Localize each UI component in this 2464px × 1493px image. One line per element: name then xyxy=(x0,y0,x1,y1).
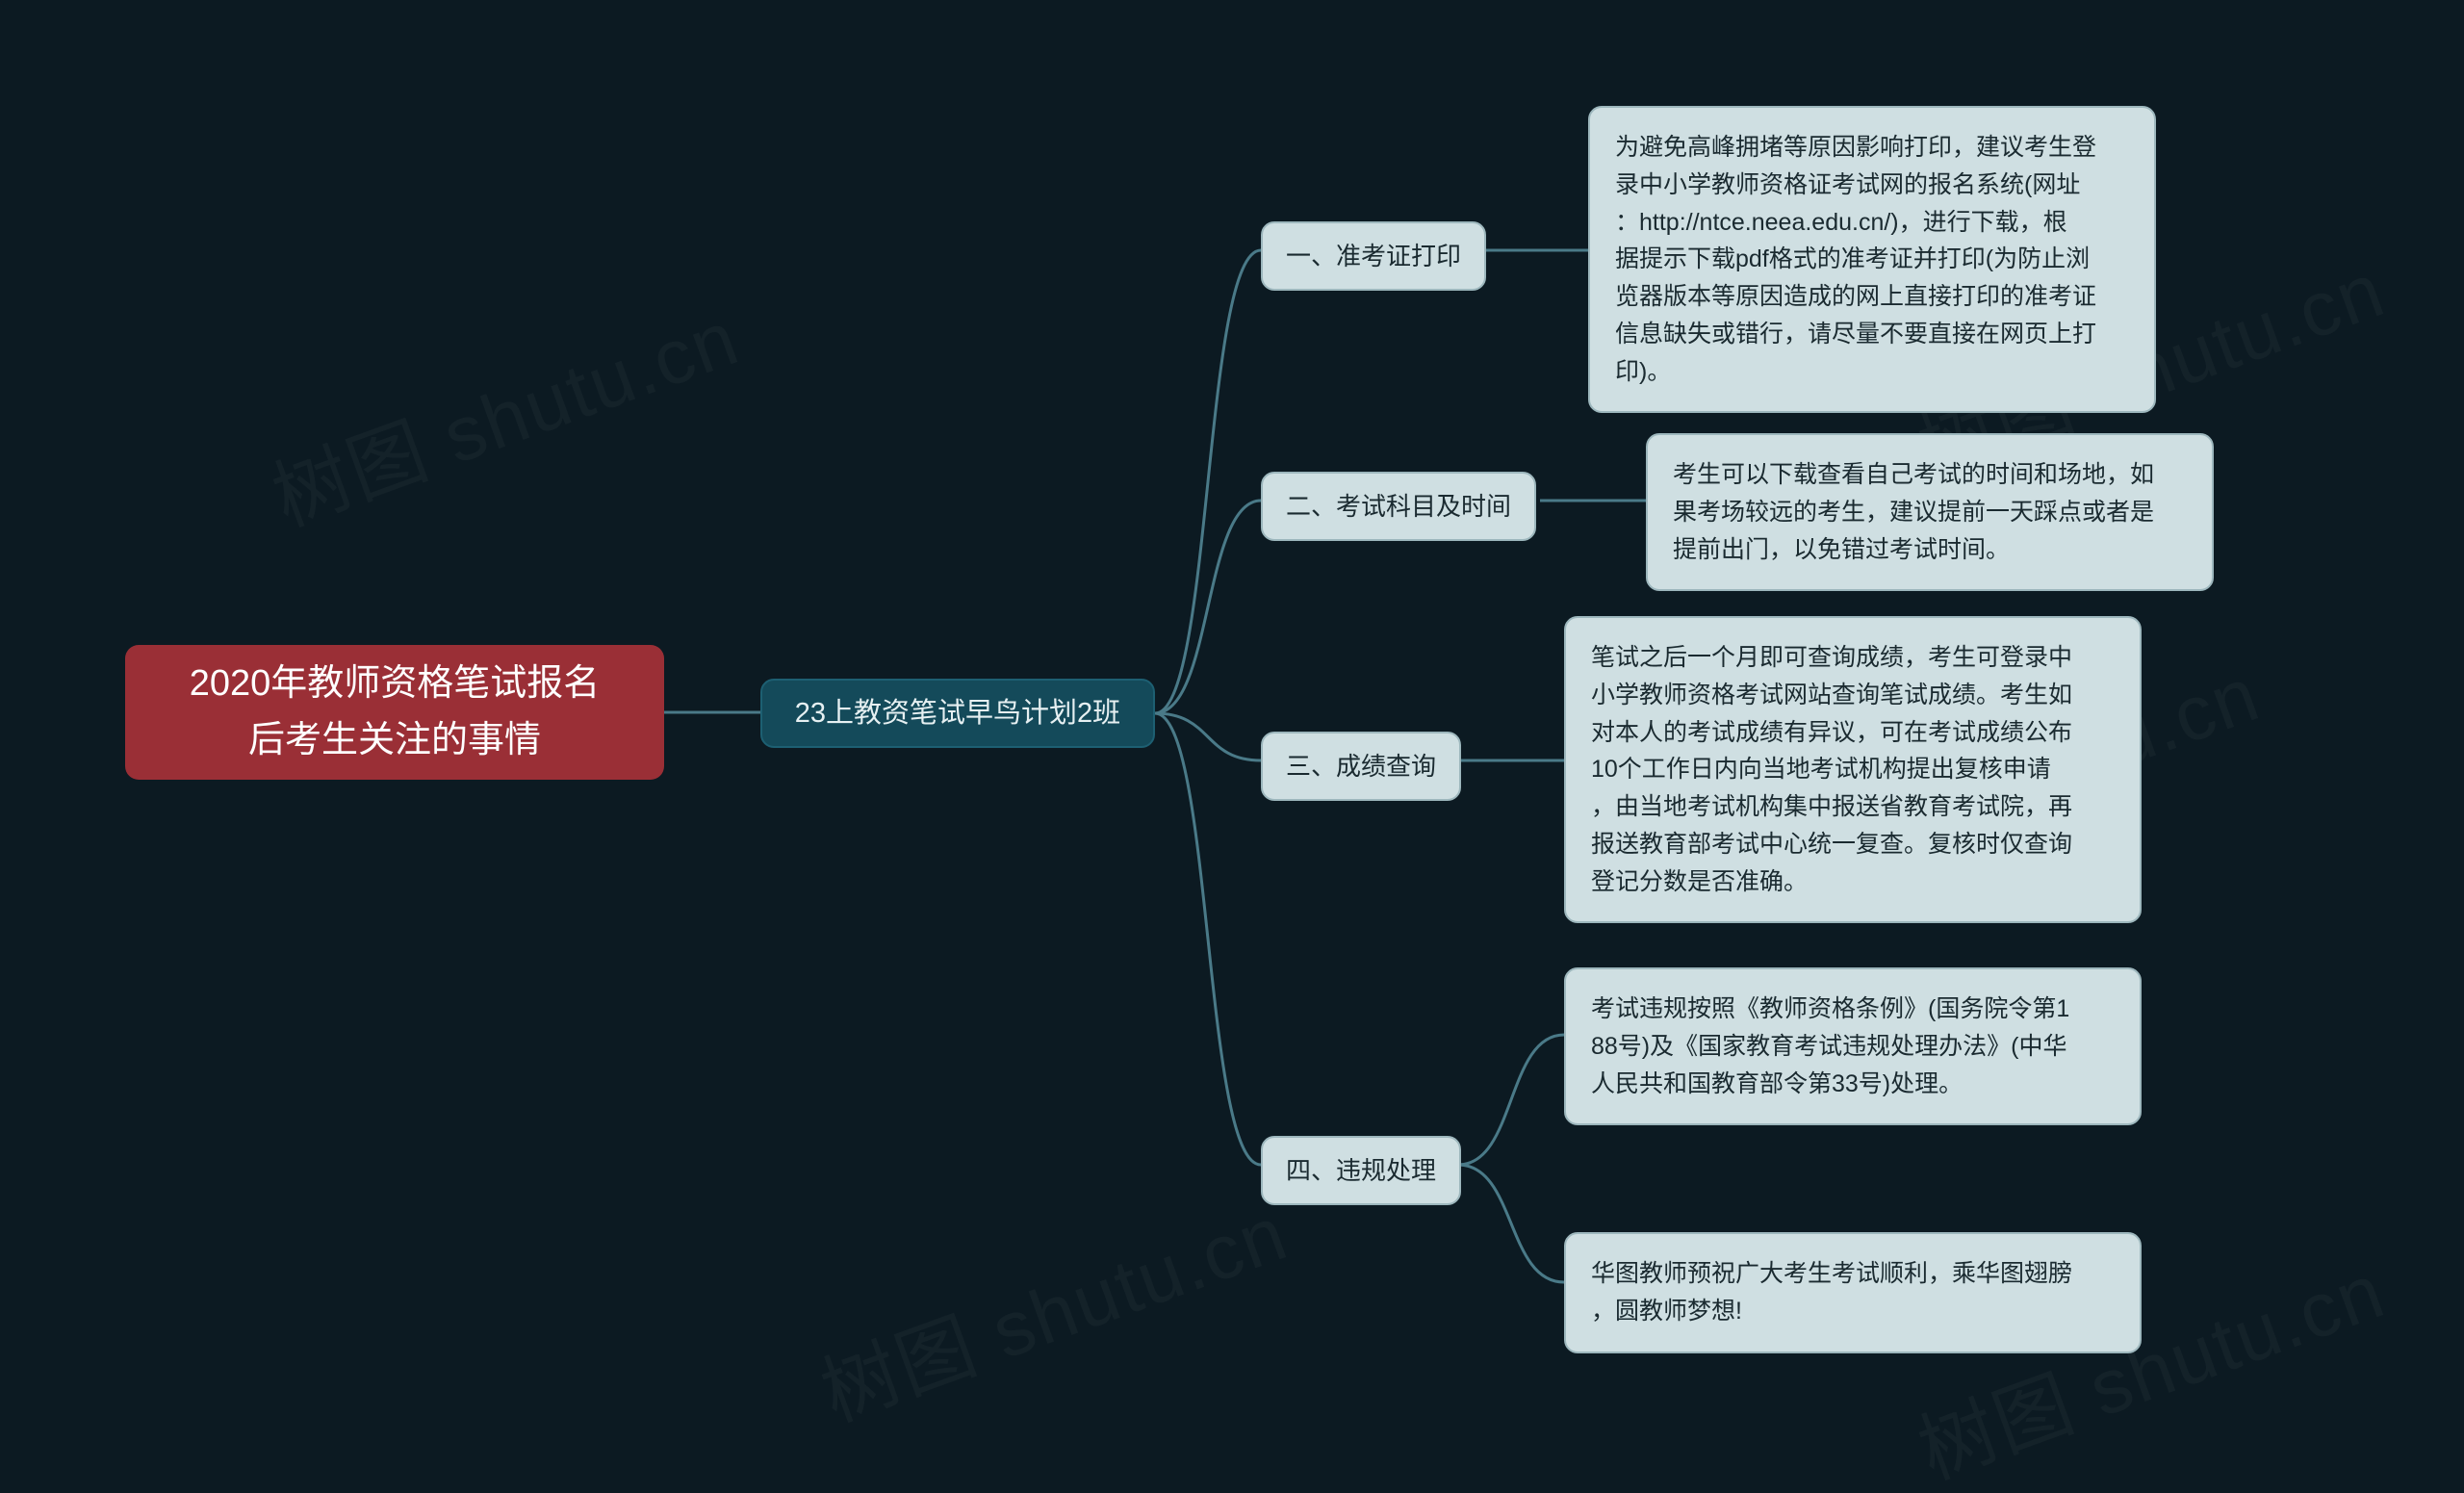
leaf-4-2: 华图教师预祝广大考生考试顺利，乘华图翅膀，圆教师梦想! xyxy=(1564,1232,2142,1353)
section-2: 二、考试科目及时间 xyxy=(1261,472,1536,541)
watermark: 树图 shutu.cn xyxy=(255,276,752,548)
leaf-1-1: 为避免高峰拥堵等原因影响打印，建议考生登录中小学教师资格证考试网的报名系统(网址… xyxy=(1588,106,2156,413)
mid-node: 23上教资笔试早鸟计划2班 xyxy=(760,679,1155,748)
section-4: 四、违规处理 xyxy=(1261,1136,1461,1205)
section-1: 一、准考证打印 xyxy=(1261,221,1486,291)
section-3: 三、成绩查询 xyxy=(1261,732,1461,801)
watermark: 树图 shutu.cn xyxy=(804,1171,1300,1443)
leaf-4-1: 考试违规按照《教师资格条例》(国务院令第188号)及《国家教育考试违规处理办法》… xyxy=(1564,967,2142,1125)
leaf-3-1: 笔试之后一个月即可查询成绩，考生可登录中小学教师资格考试网站查询笔试成绩。考生如… xyxy=(1564,616,2142,923)
leaf-2-1: 考生可以下载查看自己考试的时间和场地，如果考场较远的考生，建议提前一天踩点或者是… xyxy=(1646,433,2214,591)
root-node: 2020年教师资格笔试报名后考生关注的事情 xyxy=(125,645,664,780)
